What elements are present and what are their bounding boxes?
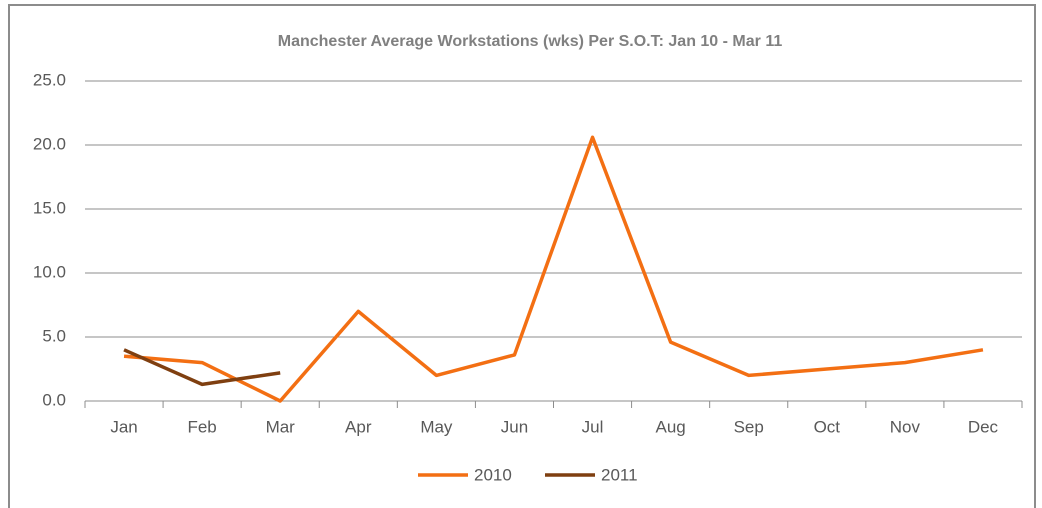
- legend-label: 2011: [601, 465, 638, 484]
- y-tick-label: 15.0: [33, 198, 66, 217]
- x-tick-label: Mar: [266, 417, 296, 436]
- x-tick-label: Feb: [187, 417, 216, 436]
- x-tick-label: Oct: [814, 417, 841, 436]
- chart-frame: [8, 4, 1036, 508]
- x-tick-label: Aug: [656, 417, 686, 436]
- x-tick-label: May: [420, 417, 453, 436]
- legend-label: 2010: [474, 465, 512, 484]
- x-tick-label: Dec: [968, 417, 999, 436]
- y-tick-label: 20.0: [33, 134, 66, 153]
- x-tick-label: Jan: [110, 417, 137, 436]
- line-series: [123, 135, 984, 403]
- y-tick-label: 5.0: [42, 326, 66, 345]
- x-tick-label: Sep: [734, 417, 764, 436]
- x-tick-label: Apr: [345, 417, 372, 436]
- y-tick-label: 25.0: [33, 70, 66, 89]
- line-series: [123, 348, 281, 387]
- x-tick-label: Nov: [890, 417, 921, 436]
- x-tick-label: Jul: [582, 417, 604, 436]
- x-tick-label: Jun: [501, 417, 528, 436]
- y-tick-label: 10.0: [33, 262, 66, 281]
- y-tick-label: 0.0: [42, 390, 66, 409]
- chart-title: Manchester Average Workstations (wks) Pe…: [278, 33, 783, 50]
